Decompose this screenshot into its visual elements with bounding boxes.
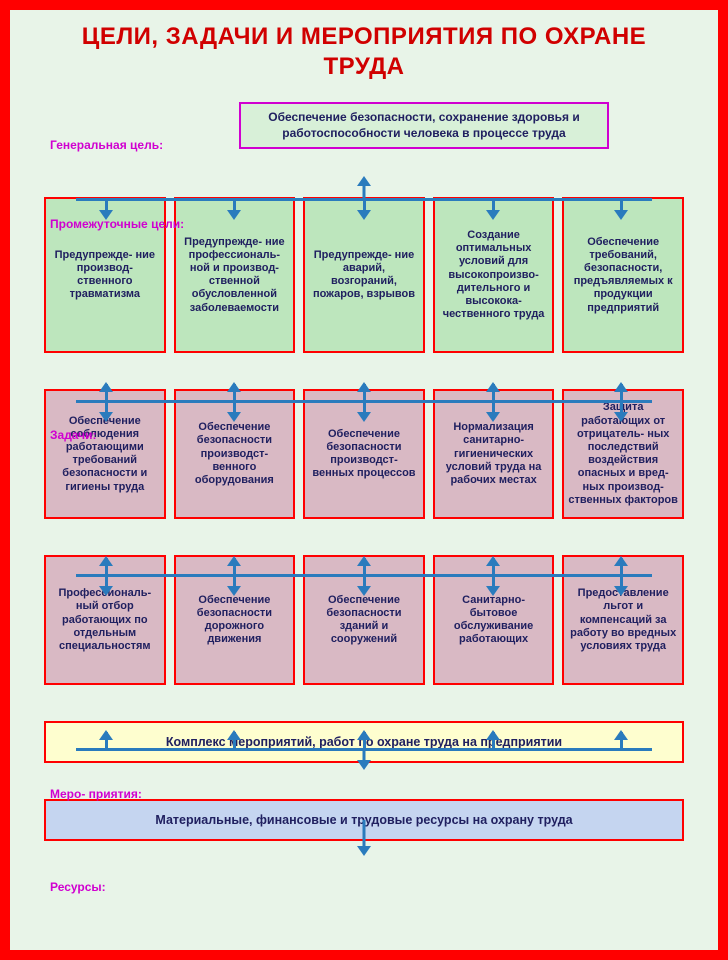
general-goal-box: Обеспечение безопасности, сохранение здо… — [239, 102, 609, 149]
intermediate-goal-box: Создание оптимальных условий для высокоп… — [433, 197, 555, 353]
intermediate-goal-box: Предупрежде- ние профессиональ- ной и пр… — [174, 197, 296, 353]
poster-frame: ЦЕЛИ, ЗАДАЧИ И МЕРОПРИЯТИЯ ПО ОХРАНЕ ТРУ… — [0, 0, 728, 960]
label-events: Меро- приятия: — [50, 788, 142, 801]
label-general-goal: Генеральная цель: — [50, 138, 163, 152]
label-intermediate-goals: Промежуточные цели: — [50, 218, 184, 231]
label-resources: Ресурсы: — [50, 880, 106, 894]
label-tasks: Задачи: — [50, 428, 97, 442]
intermediate-goal-box: Обеспечение требований, безопасности, пр… — [562, 197, 684, 353]
main-title: ЦЕЛИ, ЗАДАЧИ И МЕРОПРИЯТИЯ ПО ОХРАНЕ ТРУ… — [40, 22, 688, 82]
intermediate-goal-box: Предупрежде- ние аварий, возгораний, пож… — [303, 197, 425, 353]
